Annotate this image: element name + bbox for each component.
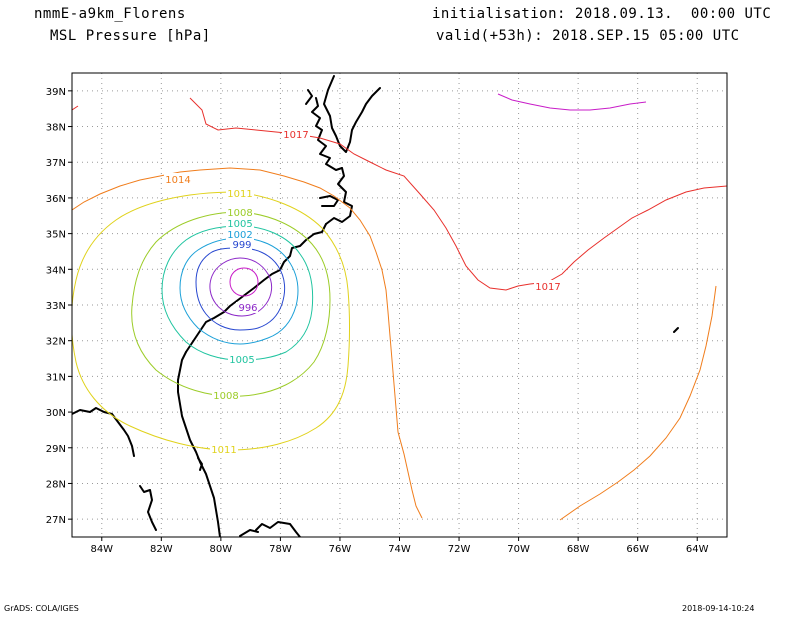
lon-label: 78W <box>269 544 292 555</box>
label-999: 999 <box>232 240 251 251</box>
isobar-1014 <box>72 167 423 519</box>
isobar-999 <box>195 247 286 331</box>
label-1002: 1002 <box>227 230 252 241</box>
lat-label: 35N <box>46 230 66 241</box>
lat-label: 37N <box>46 158 66 169</box>
footer-credit: GrADS: COLA/IGES <box>4 604 79 613</box>
lat-label: 38N <box>46 123 66 134</box>
lon-label: 66W <box>626 544 649 555</box>
lat-label: 30N <box>46 408 66 419</box>
field-title: MSL Pressure [hPa] <box>50 28 211 44</box>
map-frame-bg <box>72 73 727 537</box>
lat-label: 28N <box>46 479 66 490</box>
isobar-993 <box>229 267 259 297</box>
label-1005-north: 1005 <box>227 219 252 230</box>
lon-label: 72W <box>448 544 471 555</box>
lon-label: 82W <box>150 544 173 555</box>
graticule <box>72 73 727 537</box>
isobar-1002 <box>179 237 299 345</box>
lat-label: 32N <box>46 337 66 348</box>
model-title: nmmE-a9km_Florens <box>34 6 186 22</box>
lat-label: 36N <box>46 194 66 205</box>
lon-label: 74W <box>388 544 411 555</box>
init-time: initialisation: 2018.09.13. 00:00 UTC <box>432 6 772 22</box>
label-996: 996 <box>238 303 257 314</box>
label-1011-north: 1011 <box>227 189 252 200</box>
isobar-1017-north <box>72 97 727 291</box>
isobar-labels: 1017 1017 1014 1011 1011 1008 1008 1005 … <box>164 128 562 456</box>
lon-label: 76W <box>329 544 352 555</box>
lat-label: 39N <box>46 87 66 98</box>
lat-label: 29N <box>46 444 66 455</box>
lon-label: 70W <box>507 544 530 555</box>
isobar-1008 <box>131 211 331 397</box>
longitude-labels: 84W 82W 80W 78W 76W 74W 72W 70W 68W 66W 64W <box>90 537 709 555</box>
lon-label: 84W <box>90 544 113 555</box>
label-1005-south: 1005 <box>229 355 254 366</box>
latitude-labels: 39N 38N 37N 36N 35N 34N 33N 32N 31N 30N 29N 28N 27N <box>46 87 72 526</box>
lon-label: 68W <box>567 544 590 555</box>
isobar-1014-east <box>559 285 717 521</box>
lon-label: 64W <box>686 544 709 555</box>
label-1008-south: 1008 <box>213 391 238 402</box>
label-1017-north: 1017 <box>283 130 308 141</box>
footer-timestamp: 2018-09-14-10:24 <box>682 604 755 613</box>
label-1014: 1014 <box>165 175 190 186</box>
lat-label: 33N <box>46 301 66 312</box>
isobar-996 <box>209 257 273 317</box>
label-1011-south: 1011 <box>211 445 236 456</box>
label-1008-north: 1008 <box>227 208 252 219</box>
lat-label: 31N <box>46 372 66 383</box>
isobar-1020 <box>497 93 647 111</box>
valid-time: valid(+53h): 2018.SEP.15 05:00 UTC <box>436 28 740 44</box>
label-1017-east: 1017 <box>535 282 560 293</box>
lat-label: 27N <box>46 515 66 526</box>
lat-label: 34N <box>46 265 66 276</box>
lon-label: 80W <box>210 544 233 555</box>
